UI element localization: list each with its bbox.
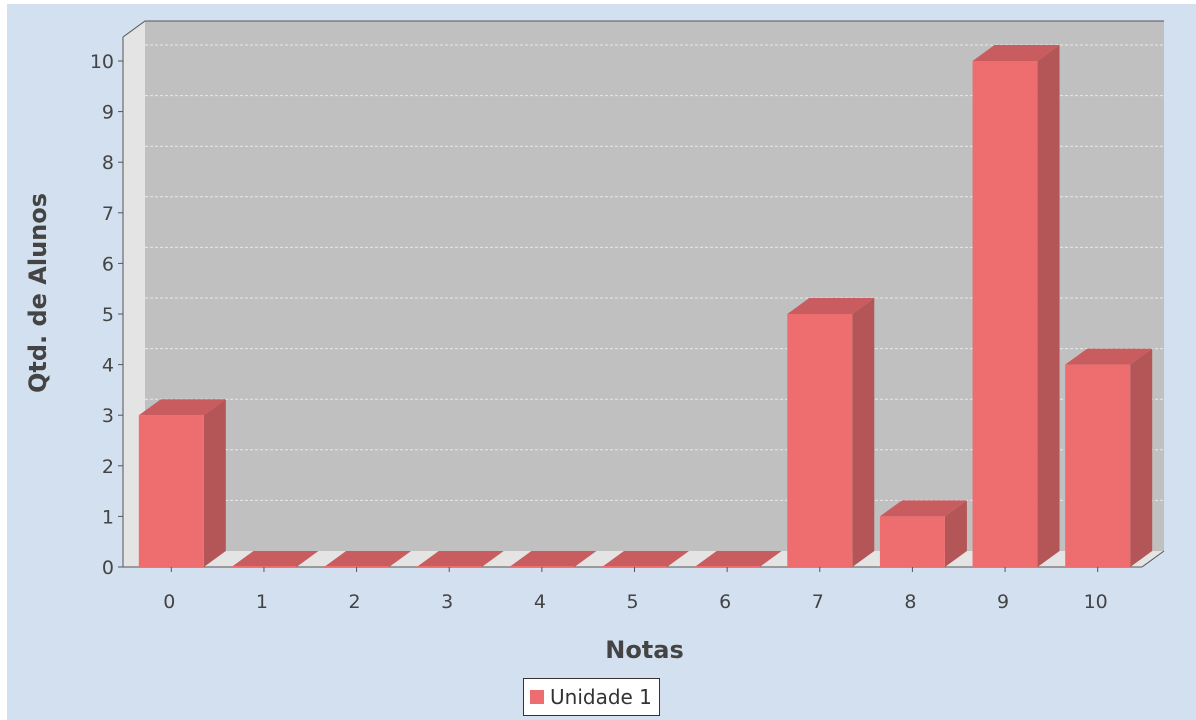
bar-side	[944, 500, 967, 567]
plot-outline-floor-edge	[1141, 550, 1165, 568]
bar-top	[602, 551, 689, 567]
bar-top	[694, 551, 782, 567]
y-tick-label: 2	[102, 456, 114, 478]
bar	[787, 314, 853, 567]
y-tick-label: 10	[90, 51, 114, 73]
legend: Unidade 1	[523, 678, 660, 716]
y-tick-label: 7	[102, 203, 114, 225]
bar-side	[203, 399, 226, 567]
y-tick-label: 5	[102, 304, 114, 326]
x-tick-label: 1	[256, 591, 268, 613]
bar-side	[852, 298, 875, 567]
x-tick-label: 6	[719, 591, 731, 613]
x-tick-label: 10	[1084, 591, 1108, 613]
bar	[231, 566, 297, 567]
bar-top	[138, 399, 226, 416]
x-tick-label: 3	[441, 591, 453, 613]
plot-outline-top	[122, 20, 1164, 38]
y-tick-label: 3	[102, 405, 114, 427]
bar-top	[787, 298, 875, 314]
bar-side	[1037, 45, 1060, 567]
bar-top	[972, 45, 1060, 61]
plot-back-wall	[145, 21, 1164, 551]
x-tick-label: 0	[163, 591, 175, 613]
y-tick-label: 0	[102, 557, 114, 579]
x-tick-label: 4	[534, 591, 546, 613]
bar-side	[1130, 348, 1153, 567]
chart-container: 0 1 2 3 4 5 6 7 8 9 10 0 1 2 3 4 5 6 7 8 9 10 Notas Qtd. de Alu…	[7, 4, 1196, 720]
legend-swatch	[530, 690, 544, 704]
bar	[694, 566, 760, 567]
x-tick-label: 8	[904, 591, 916, 613]
bar	[879, 516, 945, 567]
bar	[972, 61, 1038, 567]
bar-top	[231, 551, 319, 567]
y-tick-label: 1	[102, 506, 114, 528]
bar	[324, 566, 390, 567]
y-tick-label: 6	[102, 253, 114, 275]
y-tick-label: 9	[102, 102, 114, 124]
bar	[416, 566, 482, 567]
bar	[602, 566, 667, 567]
bar-top	[509, 551, 597, 567]
x-tick-label: 9	[997, 591, 1009, 613]
x-tick-label: 5	[626, 591, 638, 613]
legend-label: Unidade 1	[550, 685, 652, 709]
bar-top	[416, 551, 504, 567]
y-tick-label: 4	[102, 355, 114, 377]
bar	[509, 566, 575, 567]
y-axis-title: Qtd. de Alunos	[24, 193, 52, 393]
x-tick-label: 2	[349, 591, 361, 613]
bar-chart: 0 1 2 3 4 5 6 7 8 9 10 0 1 2 3 4 5 6 7 8 9 10 Notas Qtd. de Alu…	[24, 20, 1165, 664]
bar	[138, 415, 204, 567]
bar-top	[324, 551, 412, 567]
y-tick-label: 8	[102, 152, 114, 174]
x-tick-label: 7	[812, 591, 824, 613]
x-axis-title: Notas	[605, 636, 684, 664]
bar	[1065, 364, 1131, 567]
bar-top	[879, 500, 967, 517]
bar-top	[1065, 348, 1153, 365]
